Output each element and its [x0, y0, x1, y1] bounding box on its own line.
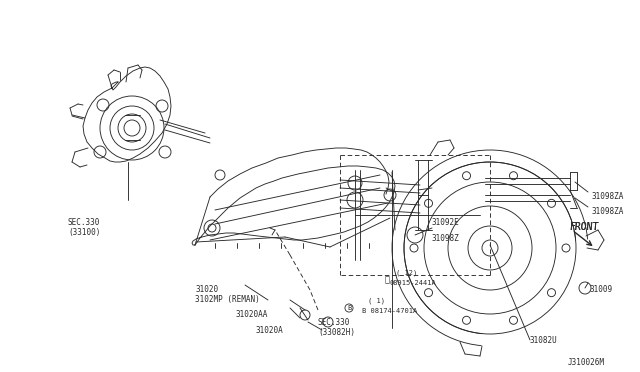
Text: 31020A: 31020A	[255, 326, 283, 335]
Text: 08915-2441A: 08915-2441A	[390, 280, 436, 286]
Text: 31098ZA: 31098ZA	[592, 192, 625, 201]
Text: 3102MP (REMAN): 3102MP (REMAN)	[195, 295, 260, 304]
Text: 31009: 31009	[590, 285, 613, 294]
Text: SEC.330
(33082H): SEC.330 (33082H)	[318, 318, 355, 337]
Text: 31098ZA: 31098ZA	[592, 207, 625, 216]
Text: FRONT: FRONT	[570, 222, 600, 232]
Text: 31020: 31020	[195, 285, 218, 294]
Text: 31098Z: 31098Z	[432, 234, 460, 243]
Text: Ⓝ: Ⓝ	[385, 276, 390, 285]
Text: ( 1): ( 1)	[368, 298, 385, 305]
Text: B: B	[347, 305, 351, 311]
Text: B 08174-4701A: B 08174-4701A	[362, 308, 417, 314]
Text: 31092E: 31092E	[432, 218, 460, 227]
Text: FRONT: FRONT	[570, 222, 600, 232]
Text: 31020AA: 31020AA	[235, 310, 268, 319]
Text: ( 12): ( 12)	[396, 270, 417, 276]
Text: 31082U: 31082U	[530, 336, 557, 345]
Text: SEC.330
(33100): SEC.330 (33100)	[68, 218, 100, 237]
Text: J310026M: J310026M	[568, 358, 605, 367]
